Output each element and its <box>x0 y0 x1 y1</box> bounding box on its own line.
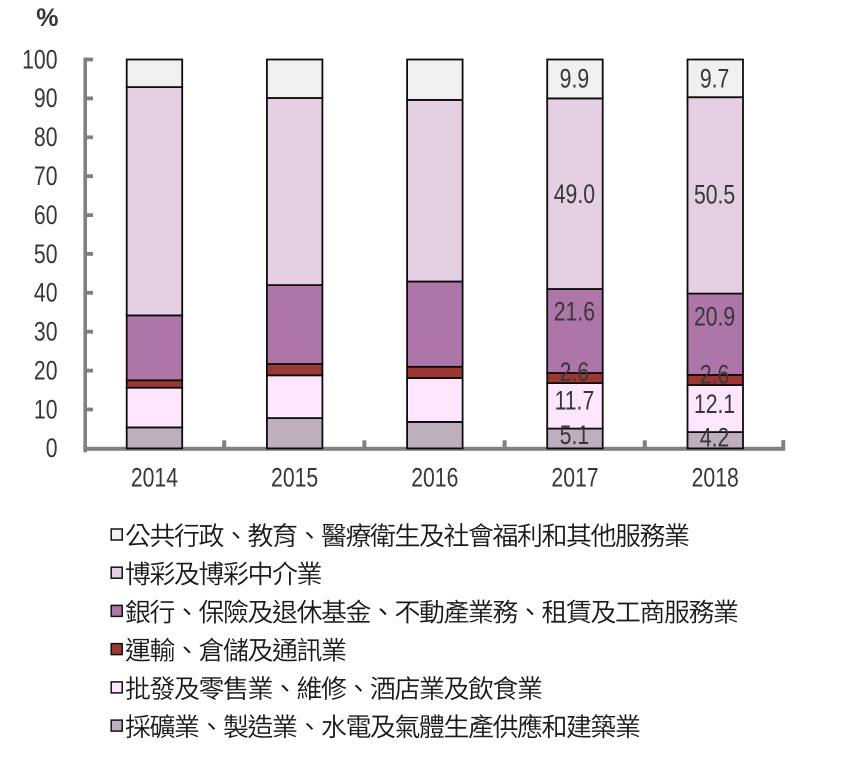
svg-text:2018: 2018 <box>692 463 739 493</box>
svg-text:2.6: 2.6 <box>700 360 729 390</box>
svg-text:4.2: 4.2 <box>700 423 729 453</box>
svg-text:2017: 2017 <box>551 463 598 493</box>
svg-text:10: 10 <box>34 395 58 425</box>
svg-text:40: 40 <box>34 278 58 308</box>
svg-text:0: 0 <box>46 434 58 464</box>
svg-text:70: 70 <box>34 162 58 192</box>
svg-text:20.9: 20.9 <box>694 303 735 333</box>
svg-text:9.9: 9.9 <box>560 65 589 95</box>
svg-text:50.5: 50.5 <box>694 180 735 210</box>
svg-text:30: 30 <box>34 317 58 347</box>
svg-text:2015: 2015 <box>271 463 318 493</box>
svg-text:5.1: 5.1 <box>560 421 589 451</box>
svg-text:21.6: 21.6 <box>554 297 595 327</box>
svg-text:49.0: 49.0 <box>554 180 595 210</box>
svg-text:90: 90 <box>34 84 58 114</box>
svg-text:60: 60 <box>34 201 58 231</box>
svg-text:%: % <box>36 4 58 32</box>
svg-text:12.1: 12.1 <box>694 390 735 420</box>
svg-text:2014: 2014 <box>131 463 178 493</box>
svg-text:9.7: 9.7 <box>700 65 729 95</box>
svg-text:2.6: 2.6 <box>560 358 589 388</box>
svg-text:100: 100 <box>22 45 57 75</box>
svg-text:11.7: 11.7 <box>555 386 595 416</box>
svg-text:50: 50 <box>34 240 58 270</box>
svg-text:2016: 2016 <box>411 463 458 493</box>
svg-text:20: 20 <box>34 356 58 386</box>
svg-text:80: 80 <box>34 123 58 153</box>
